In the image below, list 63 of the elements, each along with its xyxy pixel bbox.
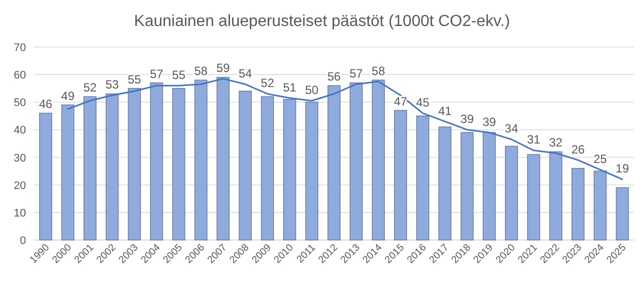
bar — [328, 85, 340, 240]
data-label: 52 — [83, 80, 97, 95]
bar — [350, 82, 363, 240]
bar — [216, 76, 230, 240]
data-label: 26 — [571, 142, 585, 156]
bar — [260, 96, 274, 240]
data-label: 55 — [128, 72, 142, 86]
bar — [84, 96, 97, 240]
bar — [527, 154, 540, 240]
bar — [616, 187, 629, 240]
data-label: 39 — [482, 114, 496, 129]
data-label: 53 — [106, 78, 120, 92]
bar — [39, 112, 52, 240]
bar — [372, 80, 385, 240]
bar — [394, 110, 408, 240]
bar — [504, 146, 518, 240]
y-tick-label: 60 — [14, 70, 26, 82]
bar — [283, 98, 296, 240]
bar — [106, 93, 119, 240]
bar — [150, 82, 164, 240]
y-tick-label: 10 — [14, 207, 26, 220]
data-label: 50 — [305, 83, 319, 98]
bar — [594, 170, 607, 240]
bar — [172, 88, 186, 240]
bar — [61, 104, 74, 240]
data-label: 49 — [61, 88, 75, 103]
data-label: 39 — [460, 112, 474, 126]
data-label: 19 — [616, 162, 630, 176]
y-tick-label: 0 — [20, 235, 26, 247]
data-label: 32 — [549, 135, 563, 150]
y-tick-label: 50 — [14, 97, 26, 110]
bar — [438, 126, 452, 240]
data-label: 34 — [504, 122, 518, 136]
y-tick-label: 70 — [14, 42, 26, 54]
bar — [460, 132, 474, 240]
bar — [128, 88, 141, 240]
y-tick-label: 40 — [14, 124, 26, 137]
bar — [305, 102, 318, 240]
data-label: 41 — [438, 104, 452, 118]
bar — [238, 90, 252, 240]
data-label: 46 — [38, 97, 53, 112]
data-label: 31 — [526, 132, 541, 147]
data-label: 57 — [350, 66, 364, 81]
data-label: 55 — [172, 68, 186, 82]
bar — [482, 132, 496, 240]
bar — [571, 168, 584, 240]
data-label: 58 — [194, 64, 208, 78]
bar — [549, 151, 562, 240]
data-label: 52 — [260, 76, 274, 90]
data-label: 25 — [593, 152, 608, 166]
data-label: 57 — [150, 66, 164, 81]
data-label: 47 — [394, 94, 408, 108]
data-label: 54 — [238, 66, 252, 81]
y-tick-label: 20 — [14, 180, 26, 192]
data-label: 59 — [216, 61, 230, 76]
y-tick-label: 30 — [14, 152, 26, 164]
data-label: 45 — [416, 96, 430, 110]
data-label: 58 — [372, 64, 386, 78]
bar — [416, 116, 430, 240]
bar — [194, 80, 208, 240]
data-label: 56 — [327, 70, 341, 84]
chart-title: Kauniainen alueperusteiset päästöt (1000t CO2-ekv.) — [134, 13, 510, 30]
data-label: 51 — [282, 80, 297, 94]
